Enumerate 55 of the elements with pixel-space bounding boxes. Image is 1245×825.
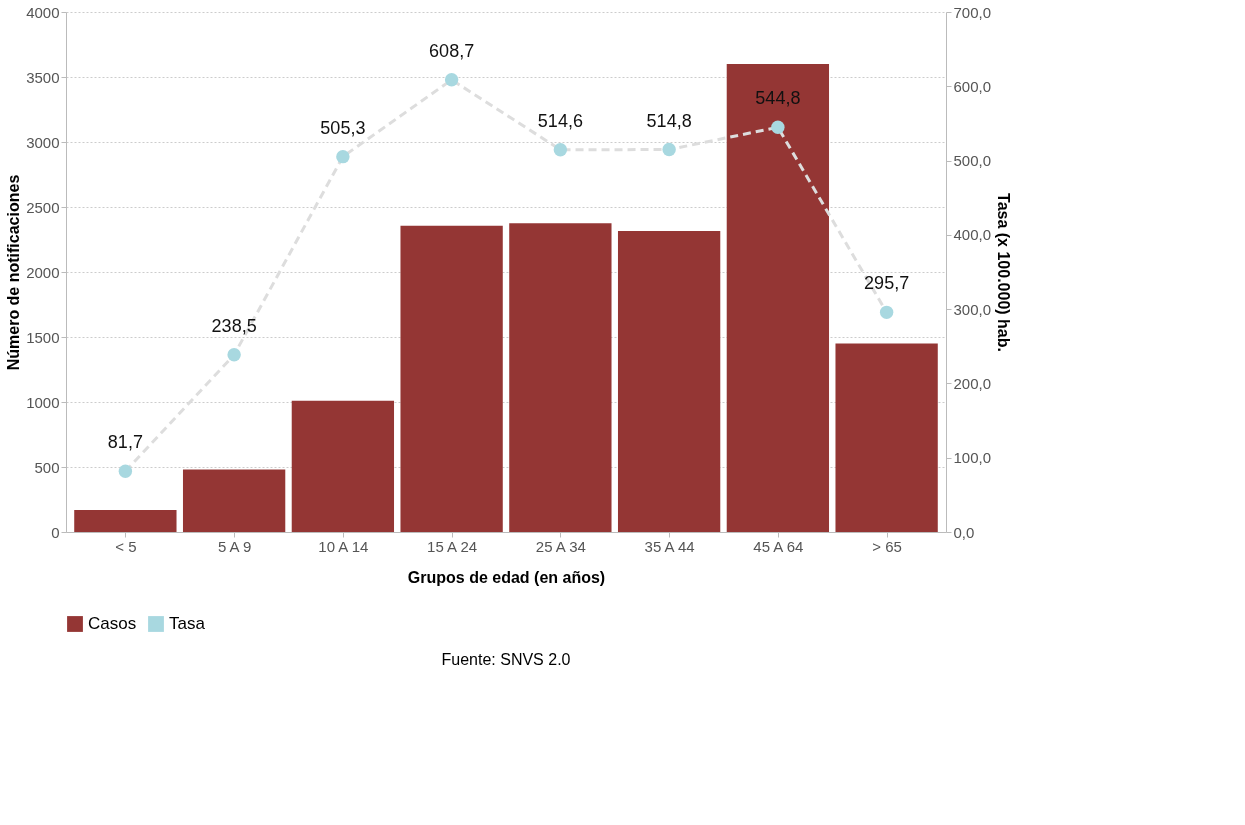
y-tick-label: 3500 [26, 68, 60, 86]
y2-tick-label: 500,0 [953, 152, 992, 170]
x-tick-label: 10 A 14 [318, 537, 369, 555]
x-tick-label: < 5 [115, 537, 137, 555]
x-axis-title: Grupos de edad (en años) [407, 568, 606, 586]
y2-axis-title: Tasa (x 100.000) hab. [995, 193, 1013, 352]
x-tick-label: 45 A 64 [753, 537, 804, 555]
y-tick-label: 1000 [26, 393, 60, 411]
legend-label: Tasa [169, 614, 206, 633]
y-tick-label: 500 [34, 458, 60, 476]
x-tick-label: 15 A 24 [427, 537, 478, 555]
x-tick-label: 5 A 9 [217, 537, 252, 555]
bar [617, 231, 721, 532]
y2-tick-label: 700,0 [953, 3, 992, 21]
source-note: Fuente: SNVS 2.0 [441, 651, 571, 668]
bar [400, 225, 503, 532]
x-tick-label: 35 A 44 [644, 537, 695, 555]
data-label: 238,5 [211, 315, 257, 336]
y-axis-title: Número de notificaciones [5, 174, 23, 371]
point [662, 142, 676, 157]
y-tick-label: 2000 [26, 263, 60, 281]
bar [509, 223, 612, 532]
bar [182, 469, 286, 532]
x-tick-label: > 65 [872, 537, 902, 555]
data-label: 544,8 [755, 88, 801, 109]
point [879, 305, 894, 320]
data-label: 505,3 [320, 117, 366, 138]
y-tick-label: 4000 [26, 3, 60, 21]
y2-tick-label: 0,0 [953, 523, 975, 541]
bar [74, 509, 177, 532]
data-label: 608,7 [429, 40, 475, 61]
point [227, 348, 241, 362]
y-tick-label: 0 [51, 523, 60, 541]
data-label: 81,7 [107, 432, 143, 453]
y2-tick-label: 300,0 [953, 300, 992, 318]
y2-tick-label: 600,0 [953, 77, 992, 95]
bar [726, 64, 830, 532]
bar [835, 343, 938, 532]
bar [291, 400, 395, 532]
y-tick-label: 2500 [26, 198, 60, 216]
data-label: 514,6 [537, 110, 583, 131]
y2-tick-label: 200,0 [953, 374, 992, 392]
y-tick-label: 3000 [26, 133, 60, 151]
data-label: 295,7 [864, 273, 910, 294]
y-tick-label: 1500 [26, 328, 60, 346]
point [771, 120, 785, 134]
x-tick-label: 25 A 34 [535, 537, 586, 555]
legend-label: Casos [88, 614, 137, 633]
y2-tick-label: 100,0 [953, 449, 992, 467]
y2-tick-label: 400,0 [953, 226, 992, 244]
point [444, 73, 459, 87]
data-label: 514,8 [646, 110, 692, 131]
point [118, 464, 133, 478]
point [553, 143, 568, 157]
point [336, 149, 350, 164]
